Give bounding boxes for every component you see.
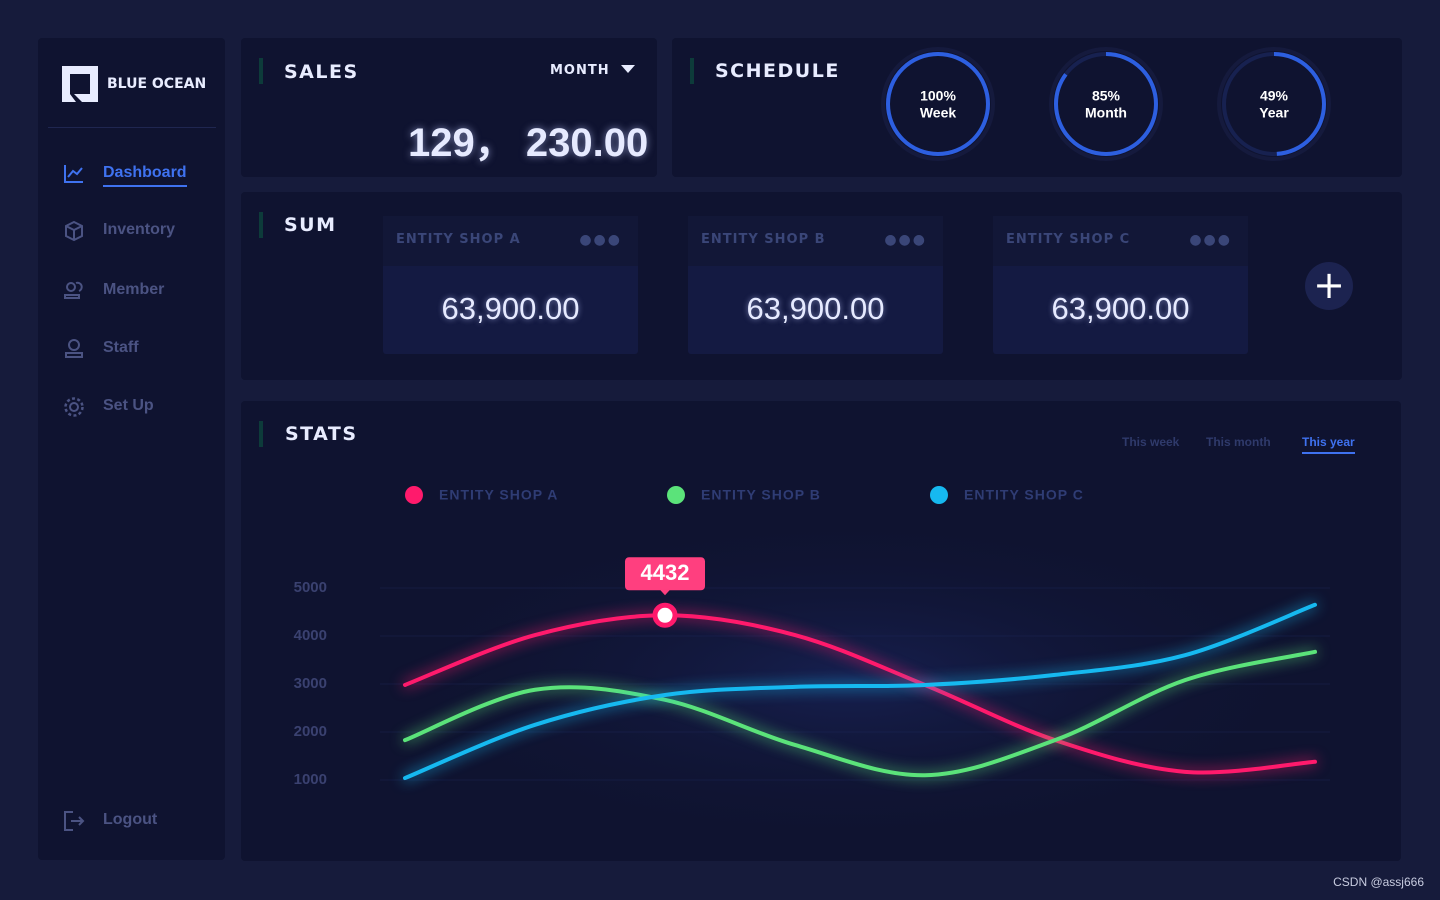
icon [64, 281, 83, 299]
shop-card: ENTITY SHOP A ●●● 63,900.00 [383, 216, 638, 354]
caret [621, 65, 636, 73]
shop-header: ENTITY SHOP A ●●● [383, 216, 638, 266]
sales-amount: 129， 230.00 [408, 121, 649, 165]
shop-amount: 63,900.00 [441, 291, 580, 326]
accent [259, 58, 263, 84]
icon [65, 220, 83, 242]
brand: BLUE OCEAN [107, 76, 207, 92]
accent [259, 421, 263, 447]
shop-header: ENTITY SHOP C ●●● [993, 216, 1248, 266]
shop-name: ENTITY SHOP A [396, 232, 521, 247]
time-tab[interactable]: This month [1206, 435, 1271, 449]
shop-card: ENTITY SHOP B ●●● 63,900.00 [688, 216, 943, 354]
sum-title: SUM [284, 214, 337, 236]
sales-card [241, 38, 657, 177]
icon [65, 339, 83, 358]
shop-header: ENTITY SHOP B ●●● [688, 216, 943, 266]
shop-name: ENTITY SHOP C [1006, 232, 1131, 247]
accent [259, 212, 263, 238]
icon [64, 811, 85, 831]
schedule-card [672, 38, 1402, 177]
time-tab[interactable]: This year [1302, 435, 1355, 454]
nav-label: Member [103, 281, 165, 298]
divider [48, 127, 216, 128]
more-button[interactable]: ●●● [579, 232, 622, 248]
add-button[interactable]: + [1305, 262, 1353, 310]
period-label: MONTH [550, 63, 610, 78]
watermark: CSDN @assj666 [1333, 875, 1424, 889]
nav-label: Staff [103, 339, 139, 356]
shop-amount: 63,900.00 [1051, 291, 1190, 326]
nav-label: Set Up [103, 397, 154, 414]
accent [690, 58, 694, 84]
sidebar [38, 38, 225, 860]
logo [62, 66, 98, 102]
stats-title: STATS [285, 423, 358, 445]
sales-title: SALES [284, 61, 359, 83]
shop-amount: 63,900.00 [746, 291, 885, 326]
shop-name: ENTITY SHOP B [701, 232, 826, 247]
shop-card: ENTITY SHOP C ●●● 63,900.00 [993, 216, 1248, 354]
more-button[interactable]: ●●● [1189, 232, 1232, 248]
stats-card [241, 401, 1401, 861]
nav-label: Dashboard [103, 164, 187, 187]
time-tab[interactable]: This week [1122, 435, 1180, 449]
nav-label: Logout [103, 811, 158, 828]
icon [64, 397, 84, 417]
nav-label: Inventory [103, 221, 176, 238]
schedule-title: SCHEDULE [715, 60, 840, 82]
more-button[interactable]: ●●● [884, 232, 927, 248]
icon [64, 165, 83, 183]
period-select[interactable]: MONTH [550, 63, 636, 78]
